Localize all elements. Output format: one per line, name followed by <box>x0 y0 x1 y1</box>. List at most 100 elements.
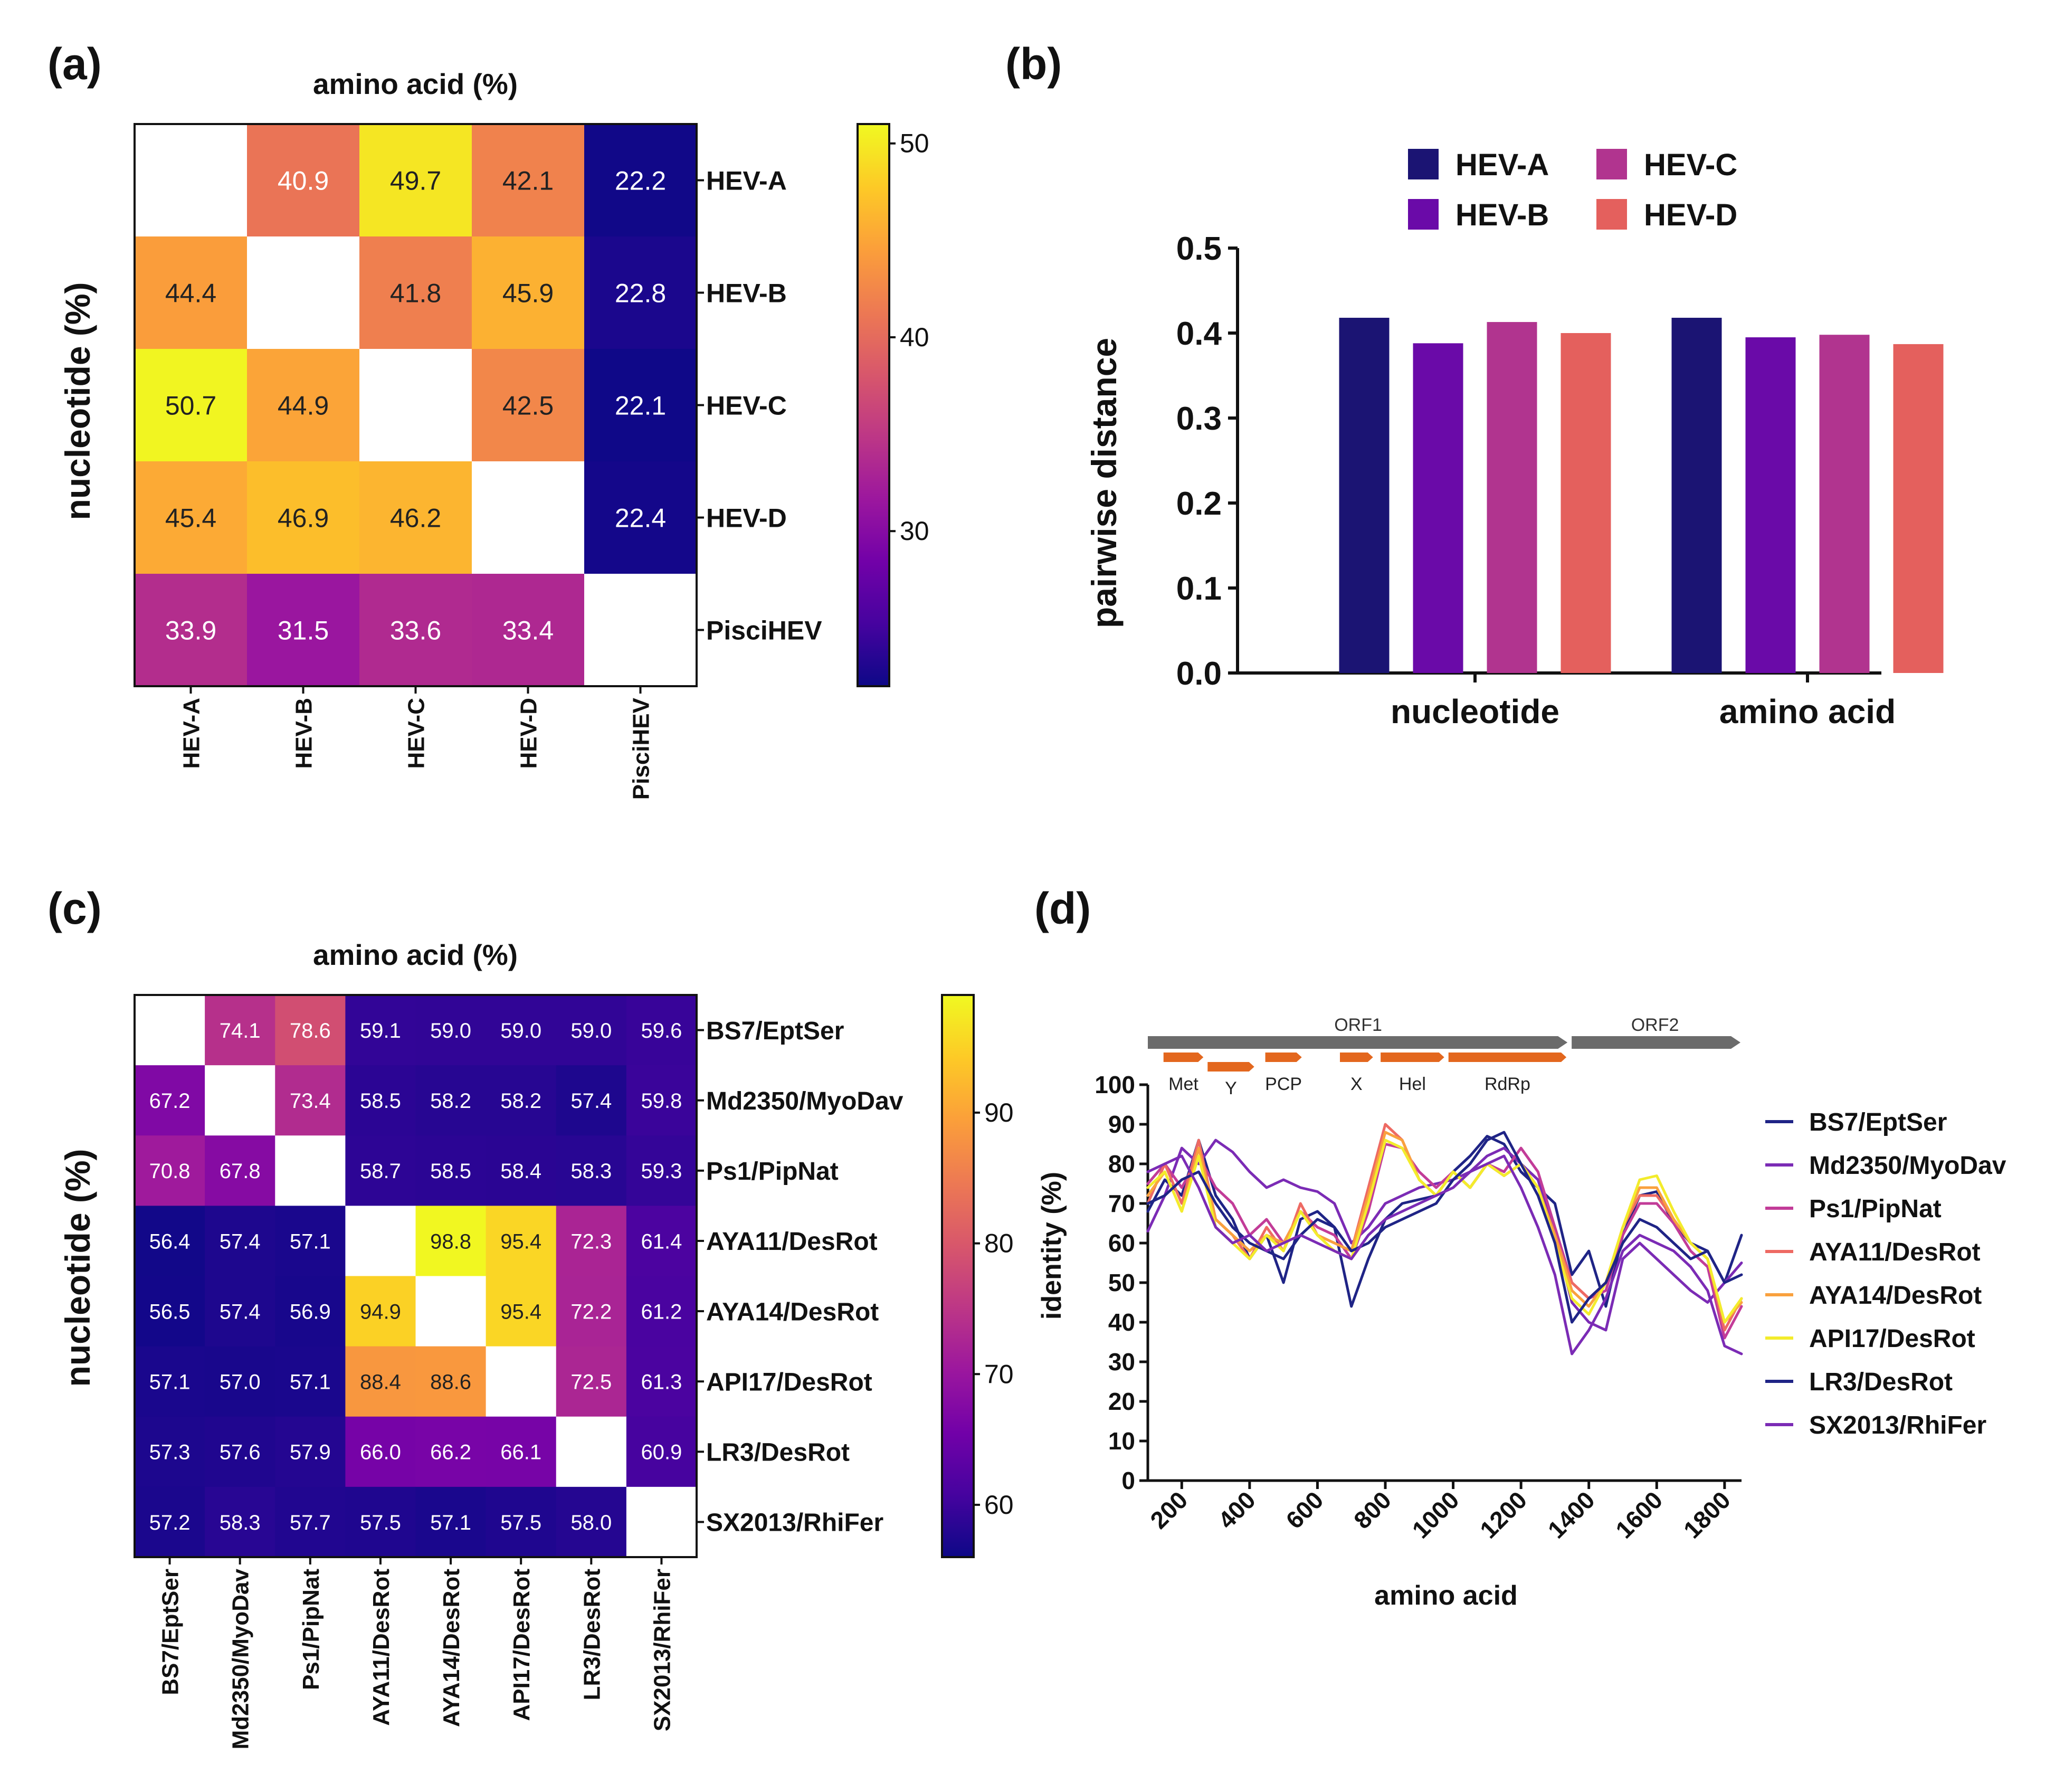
heatmap-cell <box>345 1486 416 1558</box>
heatmap-cell <box>205 1276 275 1347</box>
heatmap-cell-value: 50.7 <box>165 391 216 421</box>
line-y-tick-label: 10 <box>1108 1427 1135 1455</box>
domain-label: X <box>1350 1074 1363 1094</box>
heatmap-cell-empty <box>584 574 697 687</box>
heatmap-cell <box>247 574 360 687</box>
heatmap-cell-value: 33.4 <box>502 616 554 646</box>
heatmap-cell <box>345 995 416 1066</box>
heatmap-col-label: PisciHEV <box>629 697 654 800</box>
heatmap-cell <box>626 1135 697 1206</box>
domain-label: Met <box>1168 1074 1198 1094</box>
heatmap-cell <box>556 1276 627 1347</box>
heatmap-cell-value: 57.3 <box>149 1441 191 1464</box>
heatmap-cell-value: 66.0 <box>360 1441 401 1464</box>
heatmap-col-label: Md2350/MyoDav <box>228 1568 254 1749</box>
heatmap-cell-value: 44.9 <box>278 391 329 421</box>
heatmap-cell-value: 57.4 <box>570 1089 612 1113</box>
line-chart-legend: BS7/EptSer Md2350/MyoDav Ps1/PipNat AYA11/D… <box>1765 1108 2006 1439</box>
heatmap-cell-value: 57.1 <box>290 1230 331 1253</box>
legend-swatch <box>1596 149 1627 179</box>
heatmap-cell-value: 59.8 <box>641 1089 682 1113</box>
heatmap-cell <box>135 1206 205 1276</box>
line-x-tick-label: 1400 <box>1543 1486 1600 1543</box>
heatmap-cell <box>472 236 585 349</box>
heatmap-cell <box>345 1065 416 1136</box>
bar-chart-axes: 0.0 0.1 0.2 0.3 0.4 0.5 nucleotide amino acid <box>1176 231 1896 731</box>
heatmap-c-row-labels: BS7/EptSer Md2350/MyoDav Ps1/PipNat AYA11/D… <box>697 1017 903 1537</box>
heatmap-cell <box>205 1135 275 1206</box>
heatmap-cell <box>205 1416 275 1487</box>
panel-label-b: (b) <box>1005 39 1062 89</box>
heatmap-cell-value: 73.4 <box>290 1089 331 1113</box>
heatmap-cell <box>205 1486 275 1558</box>
heatmap-c-title: amino acid (%) <box>313 938 518 971</box>
heatmap-cell-value: 56.5 <box>149 1300 191 1323</box>
orf-label: ORF1 <box>1334 1015 1382 1035</box>
heatmap-cell <box>626 1416 697 1487</box>
heatmap-c-colorbar: 60 70 80 90 <box>941 994 1014 1558</box>
heatmap-cell-value: 49.7 <box>390 166 441 196</box>
heatmap-cell-value: 57.6 <box>220 1441 261 1464</box>
series-line <box>1146 1139 1743 1324</box>
heatmap-cell-value: 94.9 <box>360 1300 401 1323</box>
heatmap-cell-value: 57.1 <box>290 1371 331 1394</box>
line-y-tick-label: 100 <box>1095 1071 1135 1098</box>
heatmap-a-title: amino acid (%) <box>313 68 518 100</box>
heatmap-cell <box>415 1135 487 1206</box>
heatmap-cell <box>556 1065 627 1136</box>
bar <box>1339 318 1390 673</box>
bar-chart-bars <box>1339 318 1944 673</box>
heatmap-cell-value: 31.5 <box>278 616 329 646</box>
heatmap-col-label: API17/DesRot <box>509 1569 535 1721</box>
heatmap-cell-value: 46.9 <box>278 504 329 533</box>
line-y-tick-label: 90 <box>1108 1111 1135 1138</box>
heatmap-c-col-labels: BS7/EptSer Md2350/MyoDav Ps1/PipNat AYA11/D… <box>158 1557 675 1749</box>
line-chart-ylabel: identity (%) <box>1036 1172 1067 1320</box>
line-y-tick-label: 60 <box>1108 1229 1135 1257</box>
heatmap-cell-value: 58.5 <box>430 1160 471 1183</box>
heatmap-cell-value: 59.6 <box>641 1019 682 1042</box>
heatmap-cell <box>556 1486 627 1558</box>
heatmap-cell-value: 42.1 <box>502 166 554 196</box>
heatmap-cell <box>556 1135 627 1206</box>
heatmap-cell-value: 41.8 <box>390 279 441 308</box>
heatmap-cell-value: 95.4 <box>500 1230 541 1253</box>
heatmap-cell <box>415 1065 487 1136</box>
domain-label: PCP <box>1265 1074 1302 1094</box>
heatmap-cell-value: 78.6 <box>290 1019 331 1042</box>
colorbar-tick-label: 50 <box>900 129 929 158</box>
heatmap-cell-value: 40.9 <box>278 166 329 196</box>
bar <box>1893 344 1944 673</box>
heatmap-cell-value: 57.1 <box>149 1371 191 1394</box>
heatmap-cell <box>584 236 697 349</box>
heatmap-row-label: Md2350/MyoDav <box>706 1087 903 1115</box>
legend-label: SX2013/RhiFer <box>1809 1411 1986 1439</box>
line-x-tick-label: 1000 <box>1407 1486 1464 1543</box>
colorbar-tick-label: 60 <box>984 1490 1014 1520</box>
line-chart-d: identity (%) amino acid ORF1 ORF2 Met Y PCP X… <box>1036 1015 2006 1611</box>
heatmap-cell-value: 22.1 <box>615 391 666 421</box>
heatmap-a-col-labels: HEV-A HEV-B HEV-C HEV-D PisciHEV <box>179 686 654 800</box>
bar <box>1413 343 1463 673</box>
colorbar-gradient <box>941 994 975 1558</box>
domain-arrow <box>1448 1053 1567 1062</box>
heatmap-cell <box>415 1416 487 1487</box>
heatmap-cell-value: 58.3 <box>220 1511 261 1534</box>
heatmap-cell <box>345 1416 416 1487</box>
domain-label: Y <box>1225 1078 1237 1098</box>
heatmap-a-cells: 40.9 49.7 42.1 22.2 44.4 41.8 45.9 22.8 50.7 44.9… <box>134 123 698 687</box>
heatmap-cell <box>584 349 697 462</box>
heatmap-cell <box>345 1346 416 1417</box>
heatmap-cell-value: 44.4 <box>165 279 216 308</box>
heatmap-cell <box>135 461 248 574</box>
heatmap-cell <box>135 574 248 687</box>
heatmap-row-label: AYA11/DesRot <box>706 1228 878 1256</box>
legend-label: HEV-B <box>1455 198 1549 232</box>
series-line <box>1146 1139 1743 1332</box>
legend-swatch <box>1596 199 1627 230</box>
heatmap-col-label: SX2013/RhiFer <box>649 1569 675 1731</box>
heatmap-cell <box>359 236 472 349</box>
legend-label: HEV-C <box>1644 148 1737 182</box>
heatmap-cell-empty <box>247 236 360 349</box>
line-y-tick-label: 20 <box>1108 1388 1135 1415</box>
